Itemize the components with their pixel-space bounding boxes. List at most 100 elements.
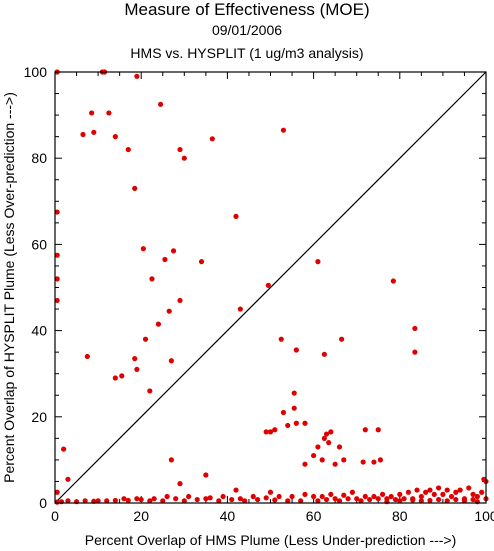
data-point bbox=[392, 496, 399, 503]
data-point bbox=[362, 493, 368, 500]
data-point bbox=[418, 493, 424, 500]
data-point bbox=[440, 491, 446, 497]
data-point bbox=[332, 461, 338, 467]
data-point bbox=[358, 498, 364, 504]
data-point bbox=[291, 405, 297, 411]
data-point bbox=[341, 457, 347, 463]
data-point bbox=[233, 487, 239, 493]
data-point bbox=[151, 496, 157, 502]
x-axis-label: Percent Overlap of HMS Plume (Less Under… bbox=[85, 532, 457, 548]
data-point bbox=[298, 498, 304, 504]
data-point bbox=[278, 336, 284, 342]
data-point bbox=[412, 349, 418, 355]
data-point bbox=[233, 213, 239, 219]
data-point bbox=[315, 444, 321, 450]
data-point bbox=[302, 491, 308, 497]
data-point bbox=[91, 129, 97, 135]
data-point bbox=[354, 496, 360, 502]
data-point bbox=[125, 497, 131, 504]
chart-title: Measure of Effectiveness (MOE) bbox=[124, 0, 370, 19]
data-point bbox=[377, 457, 384, 463]
data-point bbox=[397, 498, 403, 504]
data-point bbox=[457, 487, 463, 493]
data-point bbox=[427, 497, 433, 504]
data-point bbox=[84, 353, 90, 360]
data-point bbox=[164, 493, 170, 500]
x-tick-label: 40 bbox=[220, 508, 236, 524]
data-point bbox=[160, 498, 166, 504]
data-point bbox=[104, 498, 110, 504]
data-point bbox=[112, 497, 118, 504]
y-tick-label: 60 bbox=[31, 236, 47, 252]
data-point bbox=[339, 336, 345, 342]
data-point bbox=[112, 375, 118, 381]
data-point bbox=[341, 492, 347, 498]
data-point bbox=[326, 440, 332, 446]
data-point bbox=[321, 351, 327, 357]
data-point bbox=[237, 496, 243, 502]
data-points bbox=[54, 69, 489, 505]
data-point bbox=[95, 498, 101, 504]
data-point bbox=[177, 297, 183, 304]
data-point bbox=[375, 496, 381, 502]
data-point bbox=[61, 446, 67, 452]
data-point bbox=[466, 485, 472, 491]
data-point bbox=[401, 496, 407, 502]
data-point bbox=[155, 321, 162, 327]
data-point bbox=[207, 495, 213, 501]
data-point bbox=[453, 496, 459, 503]
data-point bbox=[267, 429, 274, 435]
data-point bbox=[321, 435, 327, 441]
data-point bbox=[444, 498, 450, 504]
title-block: Measure of Effectiveness (MOE) 09/01/200… bbox=[0, 0, 494, 62]
data-point bbox=[272, 497, 278, 503]
data-point bbox=[82, 498, 88, 504]
data-point bbox=[134, 496, 140, 502]
data-point bbox=[149, 276, 155, 282]
data-point bbox=[367, 496, 373, 503]
data-point bbox=[435, 485, 442, 491]
x-tick-label: 100 bbox=[474, 508, 494, 524]
data-point bbox=[302, 420, 308, 426]
data-point bbox=[65, 498, 71, 504]
data-point bbox=[203, 472, 209, 478]
y-tick-label: 80 bbox=[31, 150, 47, 166]
data-point bbox=[412, 325, 418, 332]
data-point bbox=[162, 256, 168, 263]
data-point bbox=[362, 427, 368, 433]
data-point bbox=[142, 336, 149, 342]
data-point bbox=[54, 209, 60, 215]
data-point bbox=[194, 496, 200, 503]
data-point bbox=[418, 498, 424, 504]
data-point bbox=[280, 409, 287, 416]
data-point bbox=[332, 496, 338, 502]
data-point bbox=[448, 493, 455, 500]
data-point bbox=[435, 496, 442, 503]
y-tick-label: 100 bbox=[24, 64, 48, 80]
data-point bbox=[186, 493, 192, 500]
data-point bbox=[293, 347, 299, 353]
data-point bbox=[360, 459, 366, 465]
data-point bbox=[461, 498, 468, 504]
x-tick-label: 0 bbox=[51, 508, 59, 524]
data-point bbox=[263, 495, 269, 501]
data-point bbox=[276, 493, 282, 500]
data-point bbox=[390, 278, 396, 284]
data-point bbox=[112, 134, 118, 140]
data-point bbox=[315, 498, 321, 504]
data-point bbox=[470, 491, 476, 497]
y-tick-label: 0 bbox=[39, 495, 47, 511]
data-point bbox=[349, 489, 355, 495]
data-point bbox=[375, 427, 381, 433]
data-point bbox=[285, 422, 291, 429]
data-point bbox=[311, 493, 317, 500]
data-point bbox=[65, 476, 71, 482]
data-point bbox=[267, 489, 274, 495]
data-point bbox=[125, 146, 131, 153]
data-point bbox=[336, 444, 343, 450]
data-point bbox=[220, 493, 226, 500]
data-point bbox=[168, 457, 174, 463]
data-point bbox=[328, 429, 334, 435]
data-point bbox=[54, 489, 60, 495]
tick-labels: 0 20 40 60 80 100 0 20 40 60 80 100 bbox=[24, 64, 494, 524]
